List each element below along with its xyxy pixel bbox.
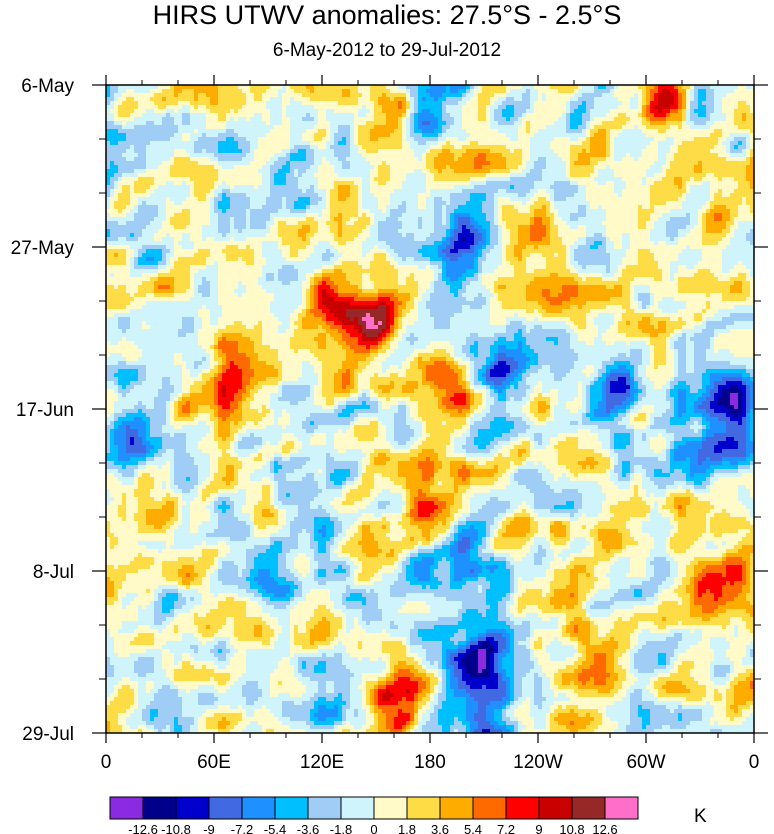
colorbar-swatch bbox=[109, 796, 144, 820]
colorbar-level-label: 3.6 bbox=[431, 822, 449, 834]
colorbar-swatch bbox=[241, 796, 276, 820]
y-tick-label: 17-Jun bbox=[16, 400, 74, 421]
colorbar-swatch bbox=[373, 796, 408, 820]
colorbar-swatch bbox=[538, 796, 573, 820]
x-tick-label: 0 bbox=[101, 752, 112, 773]
colorbar-level-label: -5.4 bbox=[264, 822, 286, 834]
y-tick-label: 6-May bbox=[21, 76, 74, 97]
y-tick-label: 27-May bbox=[11, 238, 75, 259]
x-tick-label: 60E bbox=[197, 752, 231, 773]
colorbar-swatch bbox=[307, 796, 342, 820]
x-tick-label: 180 bbox=[414, 752, 446, 773]
colorbar-swatch bbox=[340, 796, 375, 820]
colorbar: -12.6 -10.8 -9 -7.2 -5.4 -3.6 -1.8 0 1.8 3.6 5.4 7.… bbox=[109, 796, 639, 834]
colorbar-swatch bbox=[505, 796, 540, 820]
y-tick-label: 29-Jul bbox=[22, 724, 74, 745]
colorbar-level-label: -10.8 bbox=[161, 822, 191, 834]
colorbar-swatch bbox=[142, 796, 177, 820]
x-tick-label: 120W bbox=[513, 752, 563, 773]
colorbar-unit-label: K bbox=[694, 806, 707, 828]
x-tick-label: 0 bbox=[749, 752, 760, 773]
colorbar-level-label: -7.2 bbox=[231, 822, 253, 834]
chart-title: HIRS UTWV anomalies: 27.5°S - 2.5°S bbox=[0, 0, 774, 31]
colorbar-level-label: 10.8 bbox=[559, 822, 584, 834]
colorbar-swatch bbox=[208, 796, 243, 820]
colorbar-swatch bbox=[274, 796, 309, 820]
colorbar-level-label: 7.2 bbox=[497, 822, 515, 834]
colorbar-swatch bbox=[175, 796, 210, 820]
colorbar-level-label: 5.4 bbox=[464, 822, 482, 834]
colorbar-swatch bbox=[406, 796, 441, 820]
colorbar-level-label: 9 bbox=[535, 822, 542, 834]
colorbar-level-label: -12.6 bbox=[128, 822, 158, 834]
colorbar-swatch bbox=[472, 796, 507, 820]
chart-subtitle: 6-May-2012 to 29-Jul-2012 bbox=[0, 40, 774, 62]
colorbar-level-label: -9 bbox=[203, 822, 215, 834]
colorbar-swatch bbox=[571, 796, 606, 820]
colorbar-level-label: 0 bbox=[370, 822, 377, 834]
colorbar-level-label: 1.8 bbox=[398, 822, 416, 834]
colorbar-swatch bbox=[439, 796, 474, 820]
colorbar-level-label: -1.8 bbox=[330, 822, 352, 834]
colorbar-level-label: 12.6 bbox=[592, 822, 617, 834]
anomaly-field bbox=[106, 85, 755, 734]
x-tick-label: 60W bbox=[626, 752, 665, 773]
colorbar-swatch bbox=[604, 796, 639, 820]
x-tick-label: 120E bbox=[300, 752, 344, 773]
y-tick-label: 8-Jul bbox=[33, 562, 74, 583]
colorbar-level-label: -3.6 bbox=[297, 822, 319, 834]
